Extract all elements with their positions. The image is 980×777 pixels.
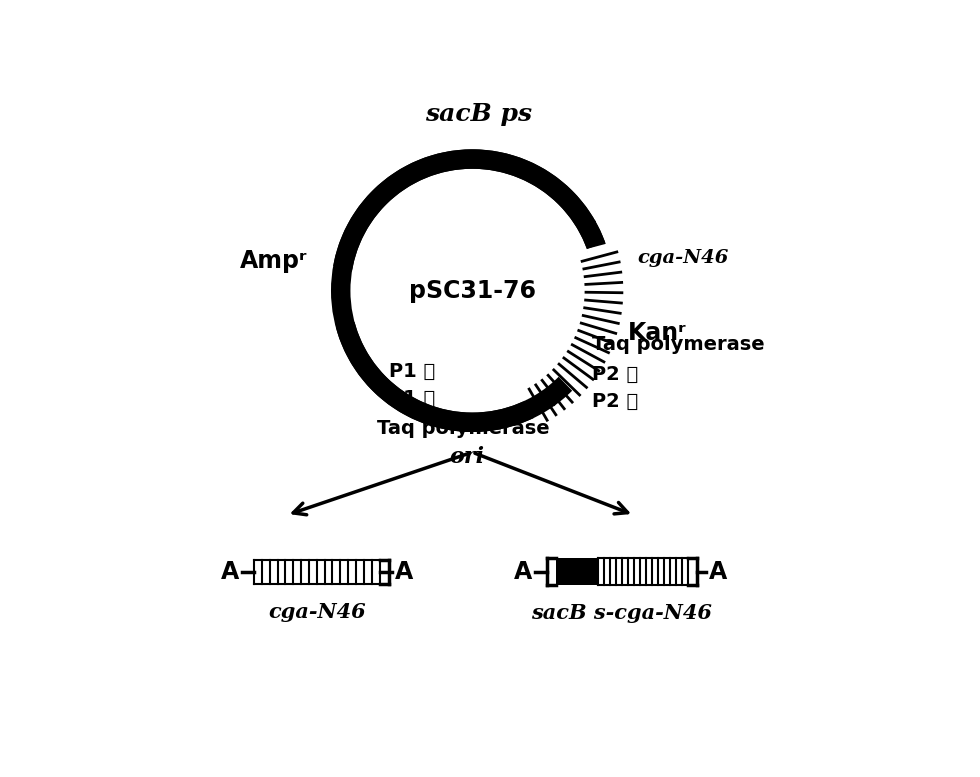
- Text: A: A: [221, 560, 239, 584]
- Text: P1 下: P1 下: [389, 388, 435, 408]
- Text: Taq polymerase: Taq polymerase: [376, 419, 549, 437]
- Text: P2 下: P2 下: [592, 392, 638, 411]
- Text: sacB s-cga-N46: sacB s-cga-N46: [531, 603, 712, 623]
- Text: A: A: [395, 560, 413, 584]
- Text: A: A: [709, 560, 727, 584]
- Text: Kanʳ: Kanʳ: [628, 321, 687, 344]
- Text: P1 上: P1 上: [389, 362, 435, 381]
- Text: Taq polymerase: Taq polymerase: [592, 335, 764, 354]
- Text: P2 上: P2 上: [592, 365, 638, 384]
- Text: ori: ori: [449, 446, 484, 469]
- Bar: [556, 559, 598, 585]
- Text: Ampʳ: Ampʳ: [240, 249, 308, 273]
- Text: pSC31-76: pSC31-76: [409, 279, 536, 303]
- Text: cga-N46: cga-N46: [637, 249, 728, 267]
- Text: sacB ps: sacB ps: [424, 102, 532, 126]
- Text: cga-N46: cga-N46: [268, 601, 366, 622]
- Text: A: A: [514, 560, 532, 584]
